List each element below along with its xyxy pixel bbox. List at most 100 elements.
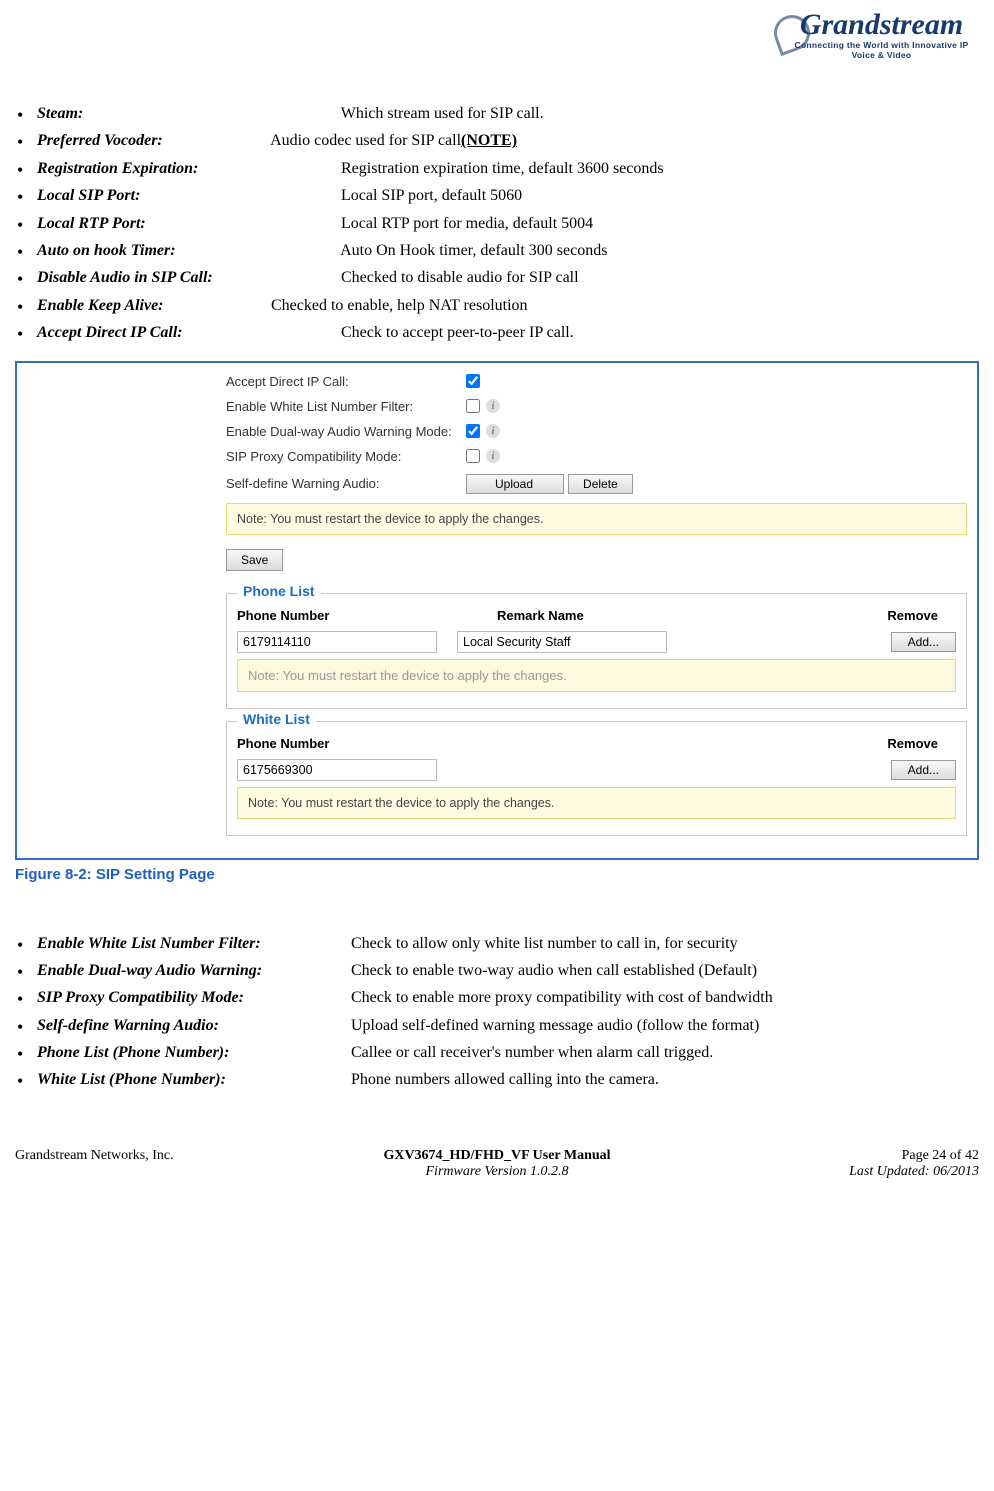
info-icon[interactable]: i: [486, 399, 500, 413]
label-enable-dual: Enable Dual-way Audio Warning Mode:: [226, 424, 466, 439]
definitions-top: Steam: Which stream used for SIP call. P…: [15, 103, 979, 345]
checkbox-enable-white[interactable]: [466, 399, 480, 413]
def-term: Local SIP Port:: [37, 185, 337, 207]
def-desc: Audio codec used for SIP call: [270, 132, 461, 149]
def-term: Phone List (Phone Number):: [37, 1042, 347, 1064]
add-button[interactable]: Add...: [891, 632, 956, 652]
def-term: Accept Direct IP Call:: [37, 322, 337, 344]
def-desc: Check to enable two-way audio when call …: [351, 962, 757, 979]
legend-white-list: White List: [237, 711, 316, 727]
checkbox-enable-dual[interactable]: [466, 424, 480, 438]
def-desc: Check to enable more proxy compatibility…: [351, 989, 773, 1006]
row-enable-white: Enable White List Number Filter: i: [226, 394, 967, 419]
def-term: Local RTP Port:: [37, 213, 337, 235]
footer-right: Page 24 of 42 Last Updated: 06/2013: [658, 1148, 979, 1180]
def-item: Enable Keep Alive: Checked to enable, he…: [37, 295, 979, 317]
phone-list-row: Add...: [237, 631, 956, 653]
figure-content: Accept Direct IP Call: Enable White List…: [220, 363, 977, 858]
def-item: Disable Audio in SIP Call: Checked to di…: [37, 267, 979, 289]
def-desc: Check to accept peer-to-peer IP call.: [341, 324, 574, 341]
footer-title: GXV3674_HD/FHD_VF User Manual: [383, 1148, 610, 1163]
def-item: Local SIP Port: Local SIP port, default …: [37, 185, 979, 207]
brand-name: Grandstream: [784, 10, 979, 40]
remark-name-input[interactable]: [457, 631, 667, 653]
legend-phone-list: Phone List: [237, 583, 321, 599]
def-item: Registration Expiration: Registration ex…: [37, 158, 979, 180]
footer-company: Grandstream Networks, Inc.: [15, 1148, 336, 1180]
phone-number-input[interactable]: [237, 631, 437, 653]
def-term: SIP Proxy Compatibility Mode:: [37, 987, 347, 1009]
upload-button[interactable]: Upload: [466, 474, 564, 494]
phone-list-header: Phone Number Remark Name Remove: [237, 602, 956, 631]
def-item: SIP Proxy Compatibility Mode: Check to e…: [37, 987, 979, 1009]
def-desc: Checked to enable, help NAT resolution: [271, 297, 528, 314]
header-logo-area: Grandstream Connecting the World with In…: [15, 10, 979, 85]
def-term: Registration Expiration:: [37, 158, 337, 180]
col-phone-number: Phone Number: [237, 736, 329, 751]
page-footer: Grandstream Networks, Inc. GXV3674_HD/FH…: [15, 1108, 979, 1180]
brand-tagline: Connecting the World with Innovative IP …: [784, 40, 979, 60]
def-desc: Registration expiration time, default 36…: [341, 160, 664, 177]
note-restart-1: Note: You must restart the device to app…: [226, 503, 967, 535]
figure-left-gutter: [17, 363, 220, 858]
checkbox-sip-proxy[interactable]: [466, 449, 480, 463]
row-accept-direct: Accept Direct IP Call:: [226, 369, 967, 394]
footer-firmware: Firmware Version 1.0.2.8: [426, 1164, 569, 1179]
figure-caption: Figure 8-2: SIP Setting Page: [15, 866, 979, 883]
def-term: Auto on hook Timer:: [37, 240, 337, 262]
info-icon[interactable]: i: [486, 424, 500, 438]
brand-logo: Grandstream Connecting the World with In…: [784, 10, 979, 85]
white-phone-input[interactable]: [237, 759, 437, 781]
footer-date: Last Updated: 06/2013: [849, 1164, 979, 1179]
def-item: Self-define Warning Audio: Upload self-d…: [37, 1015, 979, 1037]
def-desc: Checked to disable audio for SIP call: [341, 269, 579, 286]
def-desc: Upload self-defined warning message audi…: [351, 1017, 759, 1034]
def-term: Enable White List Number Filter:: [37, 933, 347, 955]
figure-sip-settings: Accept Direct IP Call: Enable White List…: [15, 361, 979, 860]
def-term: Preferred Vocoder:: [37, 130, 267, 152]
add-button[interactable]: Add...: [891, 760, 956, 780]
def-desc: Local RTP port for media, default 5004: [341, 215, 593, 232]
footer-page: Page 24 of 42: [902, 1148, 979, 1163]
def-desc: Auto On Hook timer, default 300 seconds: [340, 242, 607, 259]
def-item: Enable White List Number Filter: Check t…: [37, 933, 979, 955]
def-term: Disable Audio in SIP Call:: [37, 267, 337, 289]
info-icon[interactable]: i: [486, 449, 500, 463]
delete-button[interactable]: Delete: [568, 474, 633, 494]
fieldset-phone-list: Phone List Phone Number Remark Name Remo…: [226, 593, 967, 709]
def-desc: Check to allow only white list number to…: [351, 935, 738, 952]
def-item: Enable Dual-way Audio Warning: Check to …: [37, 960, 979, 982]
label-self-define: Self-define Warning Audio:: [226, 476, 466, 491]
def-item: White List (Phone Number): Phone numbers…: [37, 1069, 979, 1091]
save-button[interactable]: Save: [226, 549, 283, 571]
definitions-bottom: Enable White List Number Filter: Check t…: [15, 933, 979, 1092]
def-item: Accept Direct IP Call: Check to accept p…: [37, 322, 979, 344]
col-phone-number: Phone Number: [237, 608, 497, 623]
note-link: (NOTE): [461, 132, 517, 149]
def-term: Self-define Warning Audio:: [37, 1015, 347, 1037]
def-term: White List (Phone Number):: [37, 1069, 347, 1091]
col-remove: Remove: [887, 736, 956, 751]
def-desc: Which stream used for SIP call.: [341, 105, 544, 122]
label-enable-white: Enable White List Number Filter:: [226, 399, 466, 414]
white-list-header: Phone Number Remove: [237, 730, 956, 759]
def-item: Auto on hook Timer: Auto On Hook timer, …: [37, 240, 979, 262]
def-item: Local RTP Port: Local RTP port for media…: [37, 213, 979, 235]
row-sip-proxy: SIP Proxy Compatibility Mode: i: [226, 444, 967, 469]
col-remove: Remove: [887, 608, 956, 623]
row-self-define: Self-define Warning Audio: Upload Delete: [226, 469, 967, 499]
def-desc: Callee or call receiver's number when al…: [351, 1044, 713, 1061]
label-accept-direct: Accept Direct IP Call:: [226, 374, 466, 389]
fieldset-white-list: White List Phone Number Remove Add... No…: [226, 721, 967, 836]
row-enable-dual: Enable Dual-way Audio Warning Mode: i: [226, 419, 967, 444]
def-item: Preferred Vocoder: Audio codec used for …: [37, 130, 979, 152]
def-item: Steam: Which stream used for SIP call.: [37, 103, 979, 125]
col-remark-name: Remark Name: [497, 608, 584, 623]
footer-center: GXV3674_HD/FHD_VF User Manual Firmware V…: [336, 1148, 657, 1180]
label-sip-proxy: SIP Proxy Compatibility Mode:: [226, 449, 466, 464]
def-term: Enable Dual-way Audio Warning:: [37, 960, 347, 982]
checkbox-accept-direct[interactable]: [466, 374, 480, 388]
def-desc: Local SIP port, default 5060: [341, 187, 522, 204]
def-term: Enable Keep Alive:: [37, 295, 267, 317]
note-restart-2: Note: You must restart the device to app…: [237, 659, 956, 692]
